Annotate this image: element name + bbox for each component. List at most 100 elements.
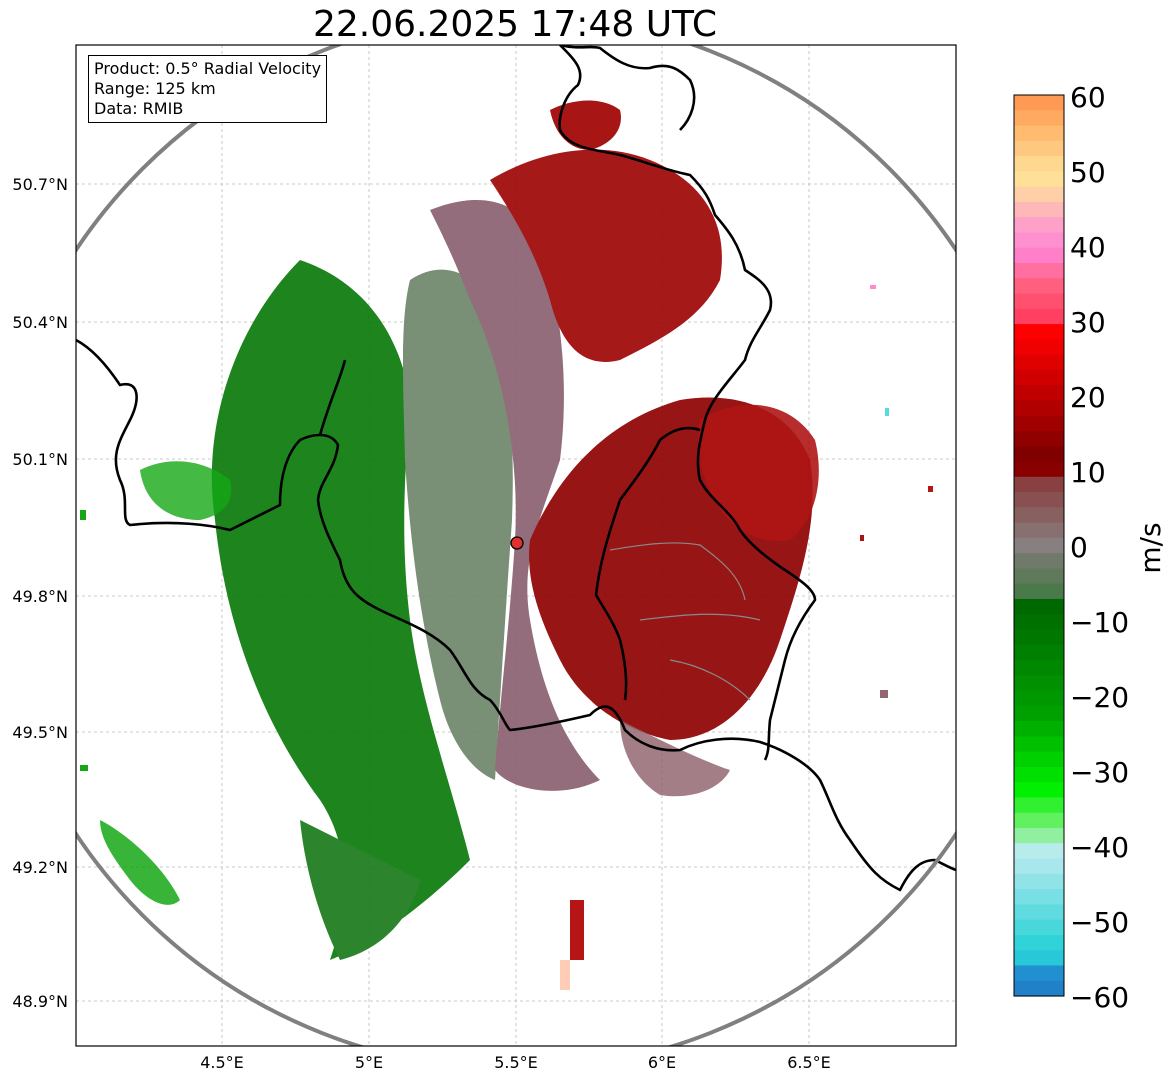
lat-axis: 50.7°N 50.4°N 50.1°N 49.8°N 49.5°N 49.2°… [12, 175, 68, 1011]
colorbar-segment [1014, 736, 1064, 753]
colorbar-segment [1014, 156, 1064, 172]
colorbar-segment [1014, 629, 1064, 646]
colorbar-segment [1014, 537, 1064, 554]
outbound-echo-north [490, 149, 722, 362]
colorbar-segment [1014, 125, 1064, 142]
colorbar [1014, 95, 1064, 997]
colorbar-tick: 0 [1070, 531, 1088, 564]
lat-tick: 49.8°N [12, 587, 68, 606]
colorbar-tick: 20 [1070, 381, 1106, 414]
inbound-echo-sw [100, 820, 180, 905]
colorbar-segment [1014, 568, 1064, 585]
colorbar-frame [1013, 94, 1065, 997]
colorbar-segment [1014, 232, 1064, 249]
country-borders [76, 45, 956, 892]
colorbar-segment [1014, 385, 1064, 402]
colorbar-tick: 10 [1070, 456, 1106, 489]
colorbar-segment [1014, 950, 1064, 967]
colorbar-segment [1014, 278, 1064, 295]
lat-tick: 50.7°N [12, 175, 68, 194]
colorbar-segment [1014, 614, 1064, 631]
colorbar-segment [1014, 797, 1064, 814]
colorbar-segment [1014, 492, 1064, 508]
colorbar-segment [1014, 476, 1064, 493]
colorbar-tick: −20 [1070, 681, 1129, 714]
product-text: Product: 0.5° Radial Velocity [94, 59, 322, 78]
spike-echo-south [570, 900, 584, 960]
colorbar-segment [1014, 293, 1064, 310]
colorbar-segment [1014, 247, 1064, 264]
colorbar-segment [1014, 843, 1064, 860]
lon-tick: 5°E [355, 1053, 383, 1072]
lon-tick: 5.5°E [494, 1053, 538, 1072]
range-text: Range: 125 km [94, 79, 216, 98]
lon-tick: 4.5°E [200, 1053, 244, 1072]
mauve-echo-southeast [620, 720, 730, 797]
colorbar-segment [1014, 446, 1064, 463]
lat-tick: 50.4°N [12, 313, 68, 332]
lat-tick: 48.9°N [12, 992, 68, 1011]
colorbar-segment [1014, 324, 1064, 340]
colorbar-segment [1014, 782, 1064, 799]
lon-axis: 4.5°E 5°E 5.5°E 6°E 6.5°E [200, 1053, 831, 1072]
colorbar-segment [1014, 660, 1064, 676]
colorbar-tick: −10 [1070, 606, 1129, 639]
colorbar-tick: 30 [1070, 306, 1106, 339]
colorbar-segment [1014, 598, 1064, 615]
colorbar-segment [1014, 522, 1064, 539]
velocity-field [80, 100, 933, 990]
colorbar-segment [1014, 705, 1064, 722]
colorbar-tick: 60 [1070, 81, 1106, 114]
colorbar-segment [1014, 766, 1064, 783]
inbound-echo-southstrip [300, 820, 420, 960]
near-zero-green [402, 269, 513, 780]
colorbar-tick: 40 [1070, 231, 1106, 264]
colorbar-segment [1014, 919, 1064, 936]
colorbar-segment [1014, 140, 1064, 157]
colorbar-segment [1014, 430, 1064, 447]
colorbar-segment [1014, 934, 1064, 951]
colorbar-segment [1014, 308, 1064, 325]
colorbar-segment [1014, 675, 1064, 692]
figure-title: 22.06.2025 17:48 UTC [312, 4, 718, 45]
outbound-echo-northtop [550, 100, 621, 150]
colorbar-segment [1014, 400, 1064, 417]
colorbar-segment [1014, 873, 1064, 890]
colorbar-segment [1014, 751, 1064, 768]
colorbar-segment [1014, 95, 1064, 111]
colorbar-segment [1014, 110, 1064, 127]
colorbar-tick: 50 [1070, 156, 1106, 189]
colorbar-segment [1014, 339, 1064, 356]
colorbar-segment [1014, 904, 1064, 921]
colorbar-segment [1014, 171, 1064, 188]
colorbar-segment [1014, 369, 1064, 386]
colorbar-tick: −40 [1070, 831, 1129, 864]
inbound-echo-bright [140, 461, 232, 520]
colorbar-segment [1014, 690, 1064, 707]
colorbar-segment [1014, 553, 1064, 570]
colorbar-segment [1014, 415, 1064, 432]
radar-site-marker [510, 536, 524, 550]
colorbar-segment [1014, 644, 1064, 661]
colorbar-ticks: 60 50 40 30 20 10 0 −10 −20 −30 −40 −50 … [1070, 81, 1129, 1014]
lat-tick: 49.5°N [12, 723, 68, 742]
colorbar-segment [1014, 186, 1064, 203]
colorbar-segment [1014, 507, 1064, 524]
colorbar-segment [1014, 354, 1064, 371]
colorbar-tick: −30 [1070, 756, 1129, 789]
source-text: Data: RMIB [94, 99, 184, 118]
colorbar-segment [1014, 965, 1064, 982]
lon-tick: 6.5°E [787, 1053, 831, 1072]
colorbar-segment [1014, 889, 1064, 905]
outbound-echo-far-east [698, 404, 819, 541]
near-zero-mauve [430, 200, 600, 791]
lon-tick: 6°E [648, 1053, 676, 1072]
colorbar-segment [1014, 858, 1064, 875]
plot-frame [75, 44, 957, 1047]
colorbar-segment [1014, 980, 1064, 997]
product-info-box: Product: 0.5° Radial Velocity Range: 125… [88, 55, 328, 123]
spike-echo-south-2 [560, 960, 570, 990]
colorbar-segment [1014, 721, 1064, 737]
